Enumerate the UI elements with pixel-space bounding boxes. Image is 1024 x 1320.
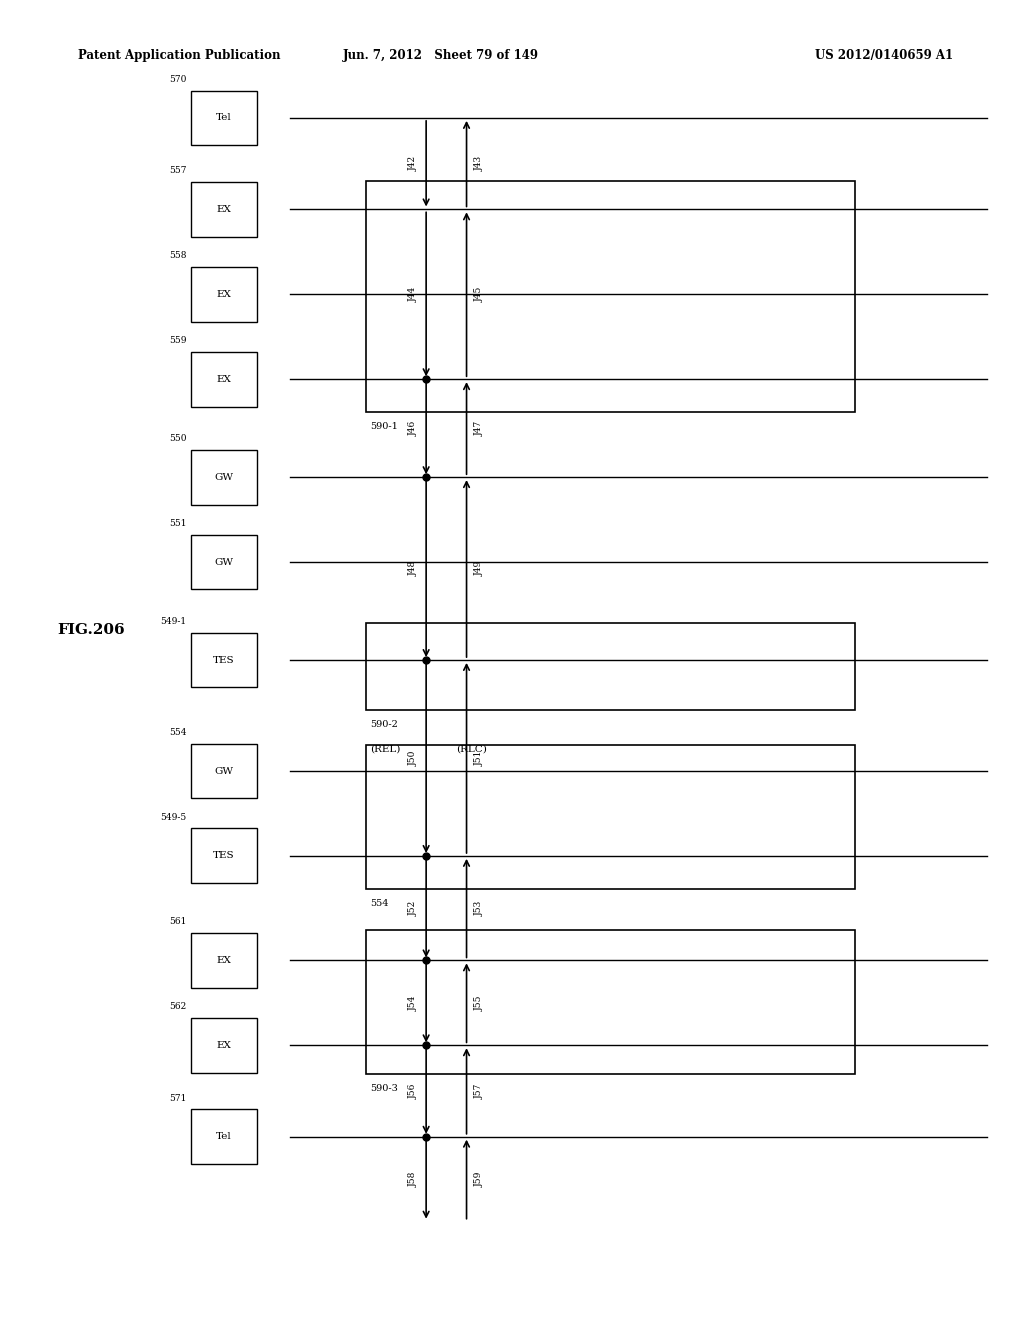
Text: J45: J45 — [475, 286, 483, 302]
Bar — [366, 744, 855, 888]
Text: 549-5: 549-5 — [160, 813, 186, 822]
Text: GW: GW — [215, 767, 233, 776]
Text: 558: 558 — [169, 251, 186, 260]
Text: GW: GW — [215, 473, 233, 482]
Text: TES: TES — [213, 656, 234, 664]
Text: TES: TES — [213, 851, 234, 861]
Text: 559: 559 — [169, 337, 186, 346]
Text: J49: J49 — [475, 561, 483, 577]
Text: 590-1: 590-1 — [371, 422, 398, 432]
Text: J51: J51 — [475, 750, 483, 766]
Text: (REL): (REL) — [371, 744, 400, 754]
Bar — [366, 931, 855, 1074]
Text: 590-2: 590-2 — [371, 721, 398, 729]
Text: 557: 557 — [169, 166, 186, 176]
Bar — [191, 743, 257, 799]
Text: 550: 550 — [169, 434, 186, 444]
Text: J56: J56 — [409, 1084, 418, 1098]
Text: 549-1: 549-1 — [160, 616, 186, 626]
Text: J43: J43 — [475, 156, 483, 172]
Text: EX: EX — [217, 956, 231, 965]
Bar — [191, 267, 257, 322]
Text: J46: J46 — [409, 421, 418, 436]
Bar — [191, 450, 257, 504]
Bar — [191, 91, 257, 145]
Text: FIG.206: FIG.206 — [57, 623, 125, 636]
Text: J58: J58 — [409, 1171, 418, 1187]
Text: J44: J44 — [409, 286, 418, 302]
Text: 562: 562 — [169, 1002, 186, 1011]
Text: J48: J48 — [409, 561, 418, 577]
Text: 570: 570 — [169, 75, 186, 84]
Text: Tel: Tel — [216, 114, 232, 123]
Text: 554: 554 — [169, 729, 186, 737]
Text: Tel: Tel — [216, 1133, 232, 1142]
Text: EX: EX — [217, 375, 231, 384]
Bar — [191, 535, 257, 590]
Bar — [191, 933, 257, 987]
Bar — [191, 182, 257, 236]
Text: Jun. 7, 2012   Sheet 79 of 149: Jun. 7, 2012 Sheet 79 of 149 — [343, 49, 540, 62]
Text: J42: J42 — [409, 156, 418, 172]
Bar — [191, 632, 257, 688]
Text: GW: GW — [215, 557, 233, 566]
Bar — [191, 829, 257, 883]
Text: J59: J59 — [475, 1171, 483, 1187]
Text: J53: J53 — [475, 900, 483, 916]
Text: J57: J57 — [475, 1084, 483, 1098]
Bar — [191, 1018, 257, 1073]
Text: Patent Application Publication: Patent Application Publication — [78, 49, 281, 62]
Text: US 2012/0140659 A1: US 2012/0140659 A1 — [815, 49, 953, 62]
Text: J54: J54 — [409, 995, 418, 1011]
Text: J52: J52 — [409, 900, 418, 916]
Text: 571: 571 — [169, 1094, 186, 1102]
Text: EX: EX — [217, 205, 231, 214]
Text: EX: EX — [217, 290, 231, 298]
Text: EX: EX — [217, 1040, 231, 1049]
Text: 561: 561 — [169, 917, 186, 927]
Text: (RLC): (RLC) — [457, 744, 487, 754]
Text: J50: J50 — [409, 750, 418, 766]
Text: 590-3: 590-3 — [371, 1085, 398, 1093]
Bar — [366, 623, 855, 710]
Text: J47: J47 — [475, 421, 483, 436]
Bar — [366, 181, 855, 412]
Bar — [191, 351, 257, 407]
Bar — [191, 1109, 257, 1164]
Text: 551: 551 — [169, 519, 186, 528]
Text: 554: 554 — [371, 899, 389, 908]
Text: J55: J55 — [475, 995, 483, 1011]
